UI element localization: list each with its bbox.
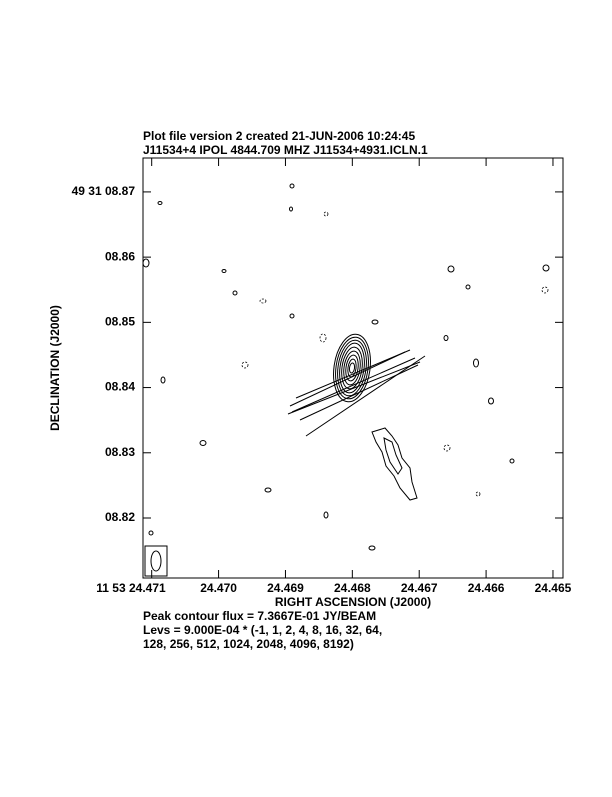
x-tick-label: 24.466 xyxy=(468,581,505,595)
y-tick-label: 08.86 xyxy=(105,249,135,263)
x-tick-label: 24.465 xyxy=(535,581,572,595)
plot-frame xyxy=(142,157,564,579)
y-axis-label: DECLINATION (J2000) xyxy=(48,305,62,431)
chart-subtitle: J11534+4 IPOL 4844.709 MHZ J11534+4931.I… xyxy=(143,143,428,157)
x-tick-label: 11 53 24.471 xyxy=(96,581,166,595)
annotation: Peak contour flux = 7.3667E-01 JY/BEAM xyxy=(143,609,376,623)
y-tick-label: 08.84 xyxy=(105,380,135,394)
y-tick-label: 49 31 08.87 xyxy=(72,184,136,198)
y-tick-label: 08.82 xyxy=(105,510,135,524)
x-tick-label: 24.470 xyxy=(200,581,237,595)
x-axis-label: RIGHT ASCENSION (J2000) xyxy=(275,595,431,609)
beam-box xyxy=(144,545,168,577)
annotation: 128, 256, 512, 1024, 2048, 4096, 8192) xyxy=(143,637,354,651)
chart-title: Plot file version 2 created 21-JUN-2006 … xyxy=(143,129,415,143)
contours xyxy=(142,183,550,551)
y-tick-label: 08.85 xyxy=(105,315,135,329)
annotation: Levs = 9.000E-04 * (-1, 1, 2, 4, 8, 16, … xyxy=(143,623,382,637)
y-tick-label: 08.83 xyxy=(105,445,135,459)
beam xyxy=(150,550,162,572)
x-tick-label: 24.468 xyxy=(334,581,371,595)
x-tick-label: 24.467 xyxy=(401,581,438,595)
x-tick-label: 24.469 xyxy=(267,581,304,595)
